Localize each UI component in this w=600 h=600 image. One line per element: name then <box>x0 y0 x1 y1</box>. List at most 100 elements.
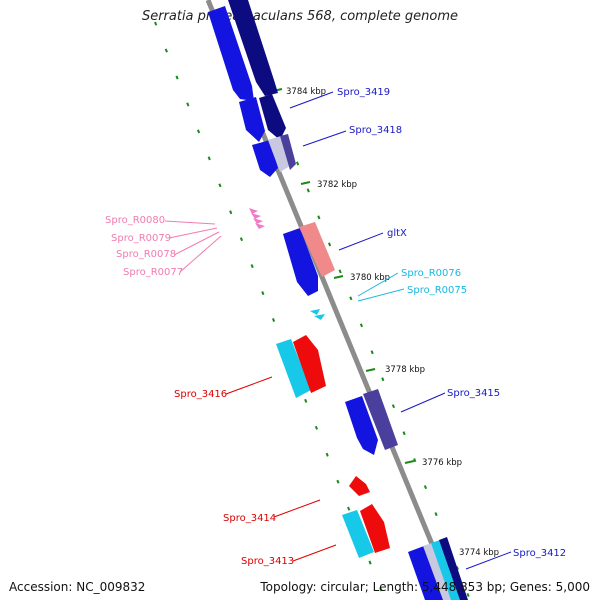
gene-label-spro-3419[interactable]: Spro_3419 <box>337 87 390 98</box>
ruler-label: 3784 kbp <box>286 87 326 97</box>
leader-line <box>302 130 347 147</box>
gene-label-spro-3413[interactable]: Spro_3413 <box>241 556 294 567</box>
track-tick <box>423 485 428 490</box>
gene-label-spro-r0077[interactable]: Spro_R0077 <box>123 267 183 278</box>
rna-arrow[interactable] <box>249 208 258 214</box>
leader-line <box>173 231 220 256</box>
gene-label-spro-3412[interactable]: Spro_3412 <box>513 548 566 559</box>
track-tick <box>250 264 254 269</box>
track-tick <box>359 323 364 328</box>
cds-arrow[interactable] <box>283 228 318 296</box>
rna-arrow[interactable] <box>255 223 265 229</box>
ruler-tick <box>404 460 415 464</box>
gene-label-spro-r0076[interactable]: Spro_R0076 <box>401 268 461 279</box>
cds-arrow[interactable] <box>293 335 326 393</box>
genome-summary-text: Topology: circular; Length: 5,448,853 bp… <box>260 580 590 594</box>
leader-line <box>168 227 218 239</box>
leader-line <box>465 551 512 570</box>
cds-arrow[interactable] <box>299 222 335 277</box>
cds-arrow[interactable] <box>439 537 468 600</box>
track-tick <box>304 398 308 403</box>
track-tick <box>349 296 353 301</box>
cds-arrow[interactable] <box>239 97 265 142</box>
track-tick <box>261 291 265 296</box>
gene-labels: Spro_3419 Spro_3418 Spro_R0080 Spro_R007… <box>105 87 566 567</box>
track-tick <box>239 237 244 242</box>
leader-line <box>338 232 384 251</box>
track-tick <box>391 404 396 409</box>
cds-arrow[interactable] <box>431 540 461 600</box>
ruler-label: 3776 kbp <box>422 458 462 468</box>
track-tick <box>154 21 158 26</box>
leader-line <box>179 235 222 273</box>
cds-arrow[interactable] <box>228 0 278 96</box>
cds-arrow[interactable] <box>345 396 378 455</box>
track-tick <box>466 593 470 597</box>
cds-arrow[interactable] <box>280 134 296 170</box>
ruler-label: 3782 kbp <box>317 180 357 190</box>
cds-arrow[interactable] <box>208 6 254 101</box>
gene-label-spro-3416[interactable]: Spro_3416 <box>174 389 227 400</box>
leader-line <box>164 220 216 225</box>
cds-arrow[interactable] <box>360 504 390 553</box>
track-tick <box>413 458 417 463</box>
track-tick <box>207 156 211 161</box>
track-tick <box>402 431 406 436</box>
cds-arrow[interactable] <box>276 339 311 398</box>
cds-arrow[interactable] <box>349 476 370 496</box>
cds-arrow[interactable] <box>268 136 290 172</box>
ruler-tick <box>365 368 376 372</box>
track-tick <box>196 129 201 134</box>
track-tick <box>379 587 383 592</box>
leader-line <box>273 499 321 518</box>
leader-line <box>292 544 337 562</box>
track-tick <box>314 425 319 430</box>
ruler-tick <box>333 275 344 279</box>
track-tick <box>336 479 340 484</box>
gene-label-spro-r0078[interactable]: Spro_R0078 <box>116 249 176 260</box>
track-tick <box>325 452 329 457</box>
track-tick <box>338 269 342 274</box>
rna-arrow[interactable] <box>314 314 325 320</box>
cds-arrow[interactable] <box>423 543 452 600</box>
track-tick <box>271 318 276 322</box>
feature-layer <box>208 0 468 600</box>
leader-line <box>289 91 334 109</box>
gene-label-spro-3415[interactable]: Spro_3415 <box>447 388 500 399</box>
track-tick <box>218 183 222 188</box>
rna-arrow[interactable] <box>253 218 263 224</box>
gene-label-spro-3414[interactable]: Spro_3414 <box>223 513 276 524</box>
rna-arrow[interactable] <box>251 213 261 219</box>
track-tick <box>381 377 385 382</box>
leader-line <box>357 288 405 302</box>
track-tick <box>175 75 179 80</box>
leader-line <box>357 272 399 297</box>
cds-arrow[interactable] <box>342 510 374 558</box>
cds-arrow[interactable] <box>408 546 445 600</box>
leader-line <box>400 392 446 413</box>
gene-label-spro-r0079[interactable]: Spro_R0079 <box>111 233 171 244</box>
ruler-tick <box>300 181 311 185</box>
gene-label-spro-3418[interactable]: Spro_3418 <box>349 125 402 136</box>
ruler-label: 3774 kbp <box>459 548 499 558</box>
ruler-label: 3780 kbp <box>350 273 390 283</box>
cds-arrow[interactable] <box>259 94 286 140</box>
gene-label-spro-r0080[interactable]: Spro_R0080 <box>105 215 165 226</box>
track-tick <box>229 210 233 215</box>
gene-label-gltx[interactable]: gltX <box>387 228 407 239</box>
cds-arrow[interactable] <box>363 389 398 450</box>
track-tick <box>347 506 351 511</box>
track-tick <box>306 188 310 193</box>
track-tick <box>295 161 300 166</box>
rna-arrow[interactable] <box>310 309 320 315</box>
gene-label-spro-r0075[interactable]: Spro_R0075 <box>407 285 467 296</box>
leader-lines <box>164 91 512 570</box>
track-tick <box>327 242 332 247</box>
track-tick <box>317 215 321 220</box>
leader-line <box>225 376 273 395</box>
track-tick <box>186 102 190 107</box>
track-tick <box>370 350 374 355</box>
ruler: 3784 kbp 3782 kbp 3780 kbp 3778 kbp 3776… <box>272 87 499 558</box>
